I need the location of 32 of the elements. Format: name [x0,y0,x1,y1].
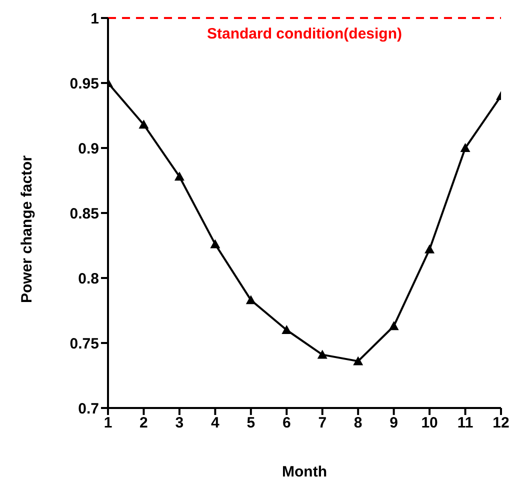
x-tick-label: 9 [390,414,398,432]
x-tick-label: 3 [175,414,184,432]
point [317,350,328,359]
x-tick-label: 5 [246,414,256,432]
x-tick-label: 4 [211,414,220,432]
x-tick-label: 6 [282,414,291,432]
point [210,239,220,248]
y-axis-title: Power change factor [18,155,36,303]
x-tick-label: 7 [318,414,327,432]
x-tick-label: 1 [104,414,112,432]
point [282,325,292,334]
ref-line-label: Standard condition(design) [207,26,402,43]
point [424,244,435,254]
point [174,172,184,181]
point [246,295,256,304]
y-tick-label: 0.75 [70,335,99,352]
point [353,356,364,366]
x-tick-label: 2 [140,414,148,432]
x-axis-title: Month [282,464,327,479]
point [138,120,149,129]
x-tick-label: 8 [354,414,362,432]
y-tick-label: 0.8 [78,270,99,288]
point [388,321,399,330]
x-tick-label: 11 [457,414,474,432]
x-tick-label: 10 [421,414,438,432]
y-tick-label: 0.85 [70,205,99,222]
y-tick-label: 0.9 [78,140,99,158]
y-tick-label: 0.95 [70,75,99,92]
y-tick-label: 0.7 [78,400,99,418]
x-tick-label: 12 [492,414,510,432]
y-tick-label: 1 [90,10,99,28]
point [460,143,470,152]
